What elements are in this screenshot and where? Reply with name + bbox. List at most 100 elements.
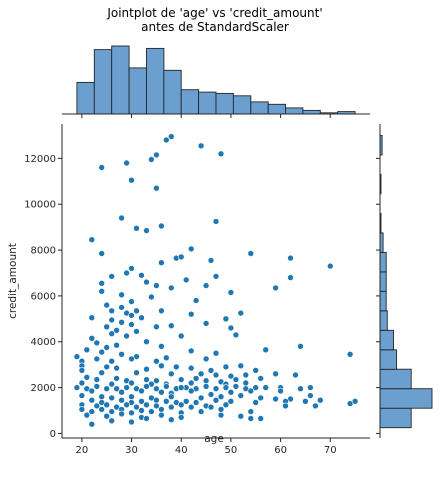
scatter-point <box>202 383 210 390</box>
scatter-point <box>297 385 304 393</box>
scatter-point <box>73 353 81 360</box>
scatter-point <box>237 309 245 317</box>
scatter-point <box>153 184 160 192</box>
scatter-point <box>88 408 96 415</box>
scatter-point <box>351 397 359 405</box>
age-histogram-bar <box>76 81 95 115</box>
scatter-point <box>312 402 319 410</box>
scatter-point <box>182 397 190 405</box>
scatter-point <box>118 318 125 326</box>
scatter-point <box>187 387 195 395</box>
scatter-point <box>118 396 125 404</box>
scatter-point <box>287 254 294 262</box>
scatter-point <box>88 420 96 428</box>
scatter-point <box>232 383 240 390</box>
scatter-point <box>108 273 115 280</box>
y-tick-label: 6000 <box>31 291 56 302</box>
scatter-point <box>177 414 185 421</box>
scatter-point <box>217 411 225 419</box>
scatter-point <box>173 363 180 371</box>
scatter-point <box>232 331 240 339</box>
age-histogram-bar <box>198 91 217 115</box>
y-axis-label: credit_amount <box>7 243 19 319</box>
scatter-point <box>257 375 265 382</box>
credit-amount-histogram-bar <box>379 310 388 331</box>
scatter-point <box>252 384 259 391</box>
scatter-point <box>118 410 125 418</box>
scatter-point <box>227 289 235 296</box>
x-tick-label: 70 <box>324 445 337 456</box>
age-histogram-bar <box>267 103 287 115</box>
scatter-point <box>168 393 175 401</box>
scatter-point <box>93 355 101 363</box>
scatter-point <box>88 387 96 395</box>
credit-amount-histogram-bar <box>379 407 412 429</box>
x-tick-label: 30 <box>125 445 138 456</box>
scatter-point <box>177 384 185 391</box>
scatter-point <box>153 357 160 365</box>
scatter-point <box>232 376 240 383</box>
scatter-point <box>212 218 220 225</box>
scatter-point <box>133 225 140 232</box>
scatter-point <box>187 403 195 411</box>
scatter-point <box>138 407 145 414</box>
scatter-point <box>252 367 259 374</box>
scatter-point <box>113 385 120 393</box>
scatter-point <box>143 278 150 286</box>
scatter-point <box>143 227 150 234</box>
scatter-point <box>227 372 235 380</box>
scatter-point <box>108 330 115 338</box>
age-histogram-bar <box>180 89 200 115</box>
scatter-point <box>158 406 165 413</box>
scatter-point <box>158 388 165 396</box>
scatter-point <box>262 384 270 391</box>
scatter-point <box>143 415 150 422</box>
scatter-point <box>113 326 120 334</box>
scatter-point <box>177 332 185 340</box>
scatter-point <box>187 379 195 387</box>
scatter-point <box>277 387 284 395</box>
scatter-point <box>128 379 135 387</box>
scatter-point <box>177 253 185 261</box>
age-histogram-bar <box>285 107 304 115</box>
scatter-point <box>88 314 96 322</box>
scatter-point <box>212 273 220 280</box>
scatter-point <box>217 393 225 401</box>
credit-amount-histogram-bar <box>379 271 387 292</box>
scatter-point <box>98 393 105 401</box>
scatter-point <box>222 315 230 323</box>
credit-amount-histogram-bar <box>379 388 433 409</box>
scatter-point <box>282 402 289 410</box>
scatter-point <box>168 322 175 330</box>
scatter-point <box>182 276 190 284</box>
scatter-point <box>237 362 245 370</box>
scatter-point <box>227 324 235 332</box>
scatter-point <box>192 399 200 406</box>
scatter-point <box>257 415 265 422</box>
scatter-point <box>138 314 145 322</box>
scatter-point <box>202 355 210 363</box>
scatter-point <box>272 284 279 292</box>
scatter-point <box>163 354 170 362</box>
scatter-point <box>153 402 160 410</box>
scatter-point <box>103 344 110 351</box>
scatter-point <box>88 236 96 243</box>
scatter-point <box>158 307 165 315</box>
scatter-point <box>197 370 205 378</box>
scatter-point <box>252 399 259 406</box>
scatter-point <box>108 357 115 365</box>
scatter-point <box>123 384 130 391</box>
scatter-point <box>108 394 115 402</box>
scatter-point <box>212 385 220 393</box>
x-tick-label: 60 <box>274 445 287 456</box>
scatter-point <box>133 307 140 315</box>
y-tick-label: 10000 <box>24 200 56 211</box>
scatter-point <box>123 269 130 277</box>
scatter-point <box>168 370 175 378</box>
scatter-point <box>207 391 215 398</box>
credit-amount-histogram-bar <box>379 349 398 370</box>
scatter-point <box>103 363 110 371</box>
scatter-point <box>128 176 135 184</box>
scatter-point <box>202 377 210 385</box>
scatter-point <box>202 320 210 327</box>
